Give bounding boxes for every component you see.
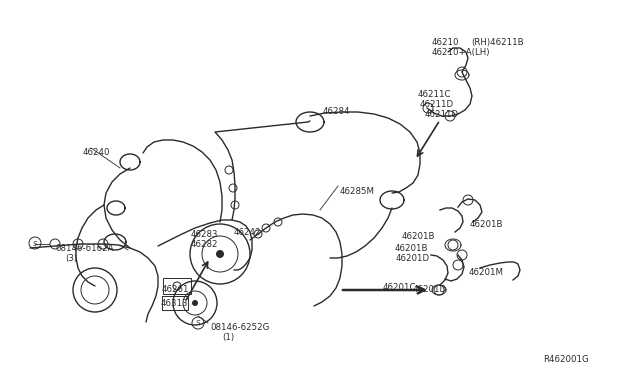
Text: (1): (1) xyxy=(222,333,234,342)
Circle shape xyxy=(192,300,198,306)
Text: 46261: 46261 xyxy=(162,285,189,294)
Text: 46201M: 46201M xyxy=(469,268,504,277)
Text: 46210: 46210 xyxy=(432,38,460,47)
Text: 46240: 46240 xyxy=(83,148,111,157)
Text: 08146-6162A: 08146-6162A xyxy=(55,244,113,253)
Text: 46313: 46313 xyxy=(161,299,189,308)
Text: 46201C: 46201C xyxy=(383,283,417,292)
Text: 08146-6252G: 08146-6252G xyxy=(210,323,269,332)
Text: R462001G: R462001G xyxy=(543,355,589,364)
Text: 46283: 46283 xyxy=(191,230,218,239)
Text: 46210+A(LH): 46210+A(LH) xyxy=(432,48,490,57)
Text: 46201B: 46201B xyxy=(402,232,435,241)
Circle shape xyxy=(216,250,224,258)
Text: 46201D: 46201D xyxy=(413,285,447,294)
Text: S: S xyxy=(33,241,37,247)
Text: 46201B: 46201B xyxy=(470,220,504,229)
Text: 46242: 46242 xyxy=(234,228,262,237)
Text: 46282: 46282 xyxy=(191,240,218,249)
Text: 46211C: 46211C xyxy=(418,90,451,99)
Text: 46201B: 46201B xyxy=(395,244,429,253)
Text: S: S xyxy=(196,320,200,326)
Text: 46284: 46284 xyxy=(323,107,351,116)
Text: (3): (3) xyxy=(65,254,77,263)
Text: (RH)46211B: (RH)46211B xyxy=(471,38,524,47)
Text: 46201D: 46201D xyxy=(396,254,430,263)
Text: 46211D: 46211D xyxy=(425,110,459,119)
Text: 46285M: 46285M xyxy=(340,187,375,196)
Text: 46211D: 46211D xyxy=(420,100,454,109)
